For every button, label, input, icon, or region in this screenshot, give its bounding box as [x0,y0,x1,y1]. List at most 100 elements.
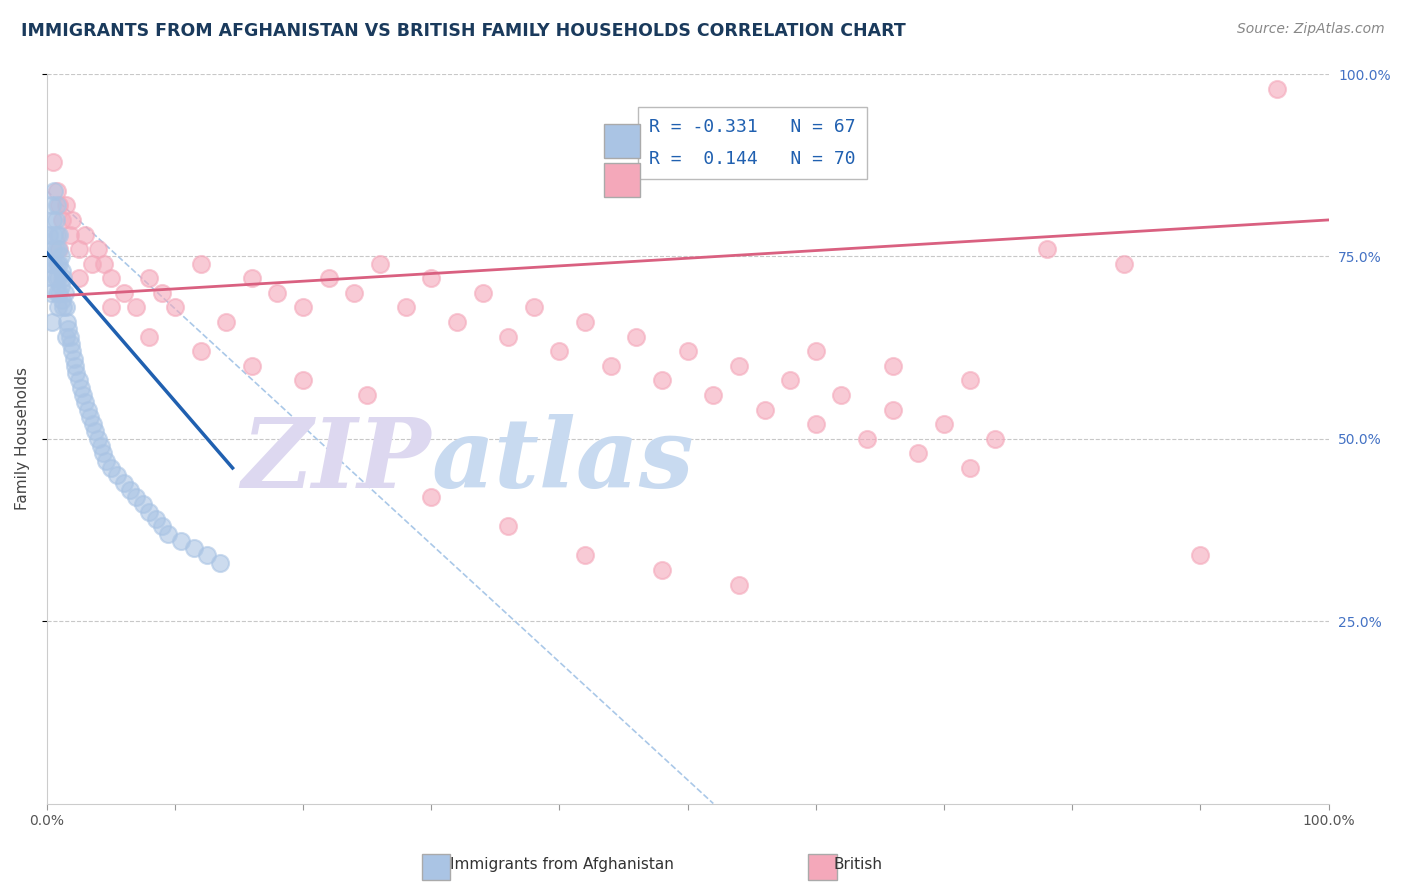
Text: atlas: atlas [432,414,695,508]
Point [67,242,90,256]
Point [55,198,77,212]
Point [804,417,827,432]
Point [46,242,69,256]
FancyBboxPatch shape [422,854,450,880]
Point [58,322,80,336]
Point [626,329,648,343]
Point [292,373,315,387]
Point [65,366,87,380]
Point [51,264,73,278]
Point [48,227,70,242]
Point [118,483,141,497]
Text: IMMIGRANTS FROM AFGHANISTAN VS BRITISH FAMILY HOUSEHOLDS CORRELATION CHART: IMMIGRANTS FROM AFGHANISTAN VS BRITISH F… [21,22,905,40]
Point [420,271,443,285]
Point [1189,549,1212,563]
Point [574,315,596,329]
Point [46,301,69,315]
Point [87,432,110,446]
Point [651,373,673,387]
Point [145,512,167,526]
Point [804,344,827,359]
Y-axis label: Family Households: Family Households [15,368,30,510]
Point [56,315,79,329]
Point [67,271,90,285]
FancyBboxPatch shape [808,854,837,880]
Point [48,242,70,256]
FancyBboxPatch shape [605,163,640,196]
Text: ZIP: ZIP [242,414,432,508]
Point [52,301,75,315]
Point [44,184,66,198]
Point [39,257,62,271]
Point [471,285,494,300]
Point [599,359,621,373]
Point [190,344,212,359]
Text: Immigrants from Afghanistan: Immigrants from Afghanistan [450,857,675,872]
Point [882,359,904,373]
Point [208,556,231,570]
Point [89,439,111,453]
Point [80,257,103,271]
Point [932,417,955,432]
Point [45,242,67,256]
Point [574,549,596,563]
Point [76,402,98,417]
Point [48,257,70,271]
Point [676,344,699,359]
Point [45,285,67,300]
Point [112,285,135,300]
Point [52,271,75,285]
Point [157,526,180,541]
Point [132,498,155,512]
Point [779,373,801,387]
Point [318,271,340,285]
Point [112,475,135,490]
Point [82,417,104,432]
Point [60,344,83,359]
Point [959,461,981,475]
Point [45,198,67,212]
Point [548,344,571,359]
Point [856,432,879,446]
Point [60,213,83,227]
FancyBboxPatch shape [605,124,640,158]
Point [496,329,519,343]
Point [138,329,160,343]
Point [45,271,67,285]
Point [49,249,72,263]
Point [1112,257,1135,271]
Point [87,242,110,256]
Point [91,446,114,460]
Point [170,533,193,548]
Point [105,468,128,483]
Point [41,198,63,212]
Point [70,381,93,395]
Point [984,432,1007,446]
Point [446,315,468,329]
Point [907,446,929,460]
Point [75,227,97,242]
Point [59,329,82,343]
Point [45,213,67,227]
Point [702,388,724,402]
Point [42,242,65,256]
Point [190,257,212,271]
Point [266,285,288,300]
Point [343,285,366,300]
Point [831,388,853,402]
Point [55,329,77,343]
Point [44,227,66,242]
Point [100,271,122,285]
Point [356,388,378,402]
Point [138,505,160,519]
Point [42,271,65,285]
Point [46,271,69,285]
Point [138,271,160,285]
Point [368,257,391,271]
Point [651,563,673,577]
Point [292,301,315,315]
Point [754,402,776,417]
Point [728,359,751,373]
Point [48,198,70,212]
Text: R = -0.331   N = 67
R =  0.144   N = 70: R = -0.331 N = 67 R = 0.144 N = 70 [650,118,856,168]
